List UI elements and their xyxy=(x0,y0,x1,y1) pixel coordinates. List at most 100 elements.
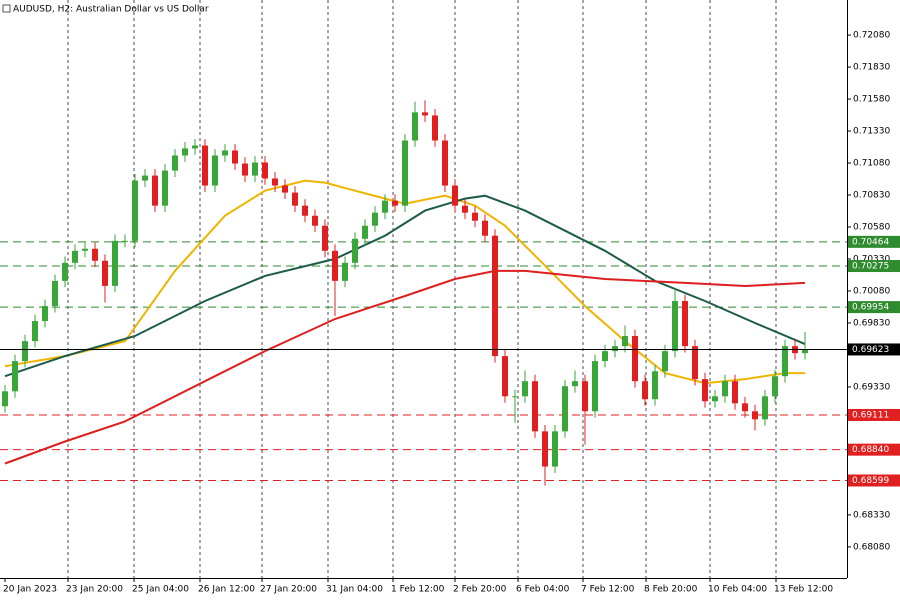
level-line-label-box xyxy=(848,474,900,487)
candle-body xyxy=(182,148,188,156)
candle-body xyxy=(572,381,578,387)
level-line-label: 0.69111 xyxy=(852,410,889,420)
candle-body xyxy=(732,381,738,404)
candle-body xyxy=(342,262,348,281)
candle-body xyxy=(712,396,718,402)
candle-body xyxy=(772,376,778,397)
candle-body xyxy=(512,396,518,398)
candle-body xyxy=(682,300,688,347)
candle-body xyxy=(662,351,668,372)
candle-body xyxy=(302,205,308,216)
x-tick-label: 10 Feb 04:00 xyxy=(708,585,767,595)
candle-body xyxy=(152,175,158,206)
candle-body xyxy=(582,381,588,412)
candle-body xyxy=(322,225,328,251)
y-tick-label: 0.70080 xyxy=(853,286,890,296)
candle-body xyxy=(642,381,648,400)
candle-body xyxy=(562,386,568,432)
y-tick-label: 0.71580 xyxy=(853,95,890,105)
candle-body xyxy=(262,162,268,179)
candle-body xyxy=(502,356,508,397)
candle-body xyxy=(372,212,378,226)
candle-body xyxy=(592,361,598,412)
candle-body xyxy=(352,238,358,263)
candle-body xyxy=(702,379,708,402)
level-line-label-box xyxy=(848,260,900,273)
candle-body xyxy=(292,192,298,206)
candle-body xyxy=(332,250,338,281)
y-tick-label: 0.70580 xyxy=(853,223,890,233)
x-tick-label: 6 Feb 04:00 xyxy=(516,585,570,595)
current-price-line-label-box xyxy=(848,343,900,356)
moving-average xyxy=(4,194,806,378)
candle-body xyxy=(202,145,208,186)
candle-body xyxy=(92,248,98,261)
candle-body xyxy=(412,112,418,141)
level-line-label: 0.68599 xyxy=(852,476,889,486)
y-tick-label: 0.71330 xyxy=(853,127,890,137)
candle-body xyxy=(652,371,658,400)
candle-body xyxy=(492,235,498,357)
y-tick-label: 0.68080 xyxy=(853,542,890,552)
candle-body xyxy=(162,170,168,206)
candle-body xyxy=(242,163,248,176)
level-line-label: 0.68840 xyxy=(852,445,889,455)
current-price-line-label: 0.69623 xyxy=(852,345,889,355)
candle-body xyxy=(272,178,278,186)
x-tick-label: 20 Jan 2023 xyxy=(3,585,57,595)
candle-body xyxy=(472,212,478,221)
candle-body xyxy=(482,220,488,236)
candle-body xyxy=(392,200,398,206)
candle-body xyxy=(552,431,558,467)
y-tick-label: 0.72080 xyxy=(853,31,890,41)
candle-body xyxy=(612,346,618,352)
candle-body xyxy=(122,240,128,242)
candle-body xyxy=(232,150,238,164)
candle-body xyxy=(742,403,748,412)
candle-body xyxy=(12,361,18,392)
candle-body xyxy=(462,205,468,213)
y-tick-label: 0.69830 xyxy=(853,318,890,328)
candle-body xyxy=(2,391,8,407)
level-line-label: 0.70275 xyxy=(852,262,889,272)
candle-body xyxy=(22,341,28,362)
level-line-label-box xyxy=(848,408,900,421)
candle-body xyxy=(42,306,48,322)
chart-title: AUDUSD, H2: Australian Dollar vs US Doll… xyxy=(13,5,209,15)
candle-body xyxy=(252,162,258,176)
candle-body xyxy=(542,431,548,467)
x-tick-label: 27 Jan 20:00 xyxy=(260,585,317,595)
candle-body xyxy=(62,262,68,281)
y-tick-label: 0.71080 xyxy=(853,159,890,169)
candle-body xyxy=(422,112,428,116)
candle-body xyxy=(312,215,318,226)
candle-body xyxy=(32,321,38,342)
candle-body xyxy=(72,250,78,263)
x-tick-label: 7 Feb 12:00 xyxy=(581,585,635,595)
candle-body xyxy=(282,185,288,193)
level-line-label: 0.69954 xyxy=(852,303,889,313)
candle-body xyxy=(632,336,638,382)
y-tick-label: 0.68330 xyxy=(853,510,890,520)
x-tick-label: 23 Jan 20:00 xyxy=(66,585,123,595)
candle-body xyxy=(102,260,108,286)
candle-body xyxy=(142,175,148,181)
candle-body xyxy=(112,240,118,286)
candle-body xyxy=(222,150,228,156)
candle-body xyxy=(82,248,88,251)
candle-body xyxy=(722,381,728,397)
y-tick-label: 0.69330 xyxy=(853,382,890,392)
candle-body xyxy=(362,225,368,239)
candle-body xyxy=(522,381,528,397)
candle-body xyxy=(452,185,458,206)
level-line-label: 0.70464 xyxy=(852,237,889,247)
x-tick-label: 1 Feb 12:00 xyxy=(391,585,445,595)
candle-body xyxy=(402,140,408,206)
x-tick-label: 2 Feb 20:00 xyxy=(453,585,507,595)
x-tick-label: 25 Jan 04:00 xyxy=(132,585,189,595)
level-line-label-box xyxy=(848,443,900,456)
y-tick-label: 0.70830 xyxy=(853,191,890,201)
candle-body xyxy=(672,300,678,352)
candle-body xyxy=(752,411,758,420)
